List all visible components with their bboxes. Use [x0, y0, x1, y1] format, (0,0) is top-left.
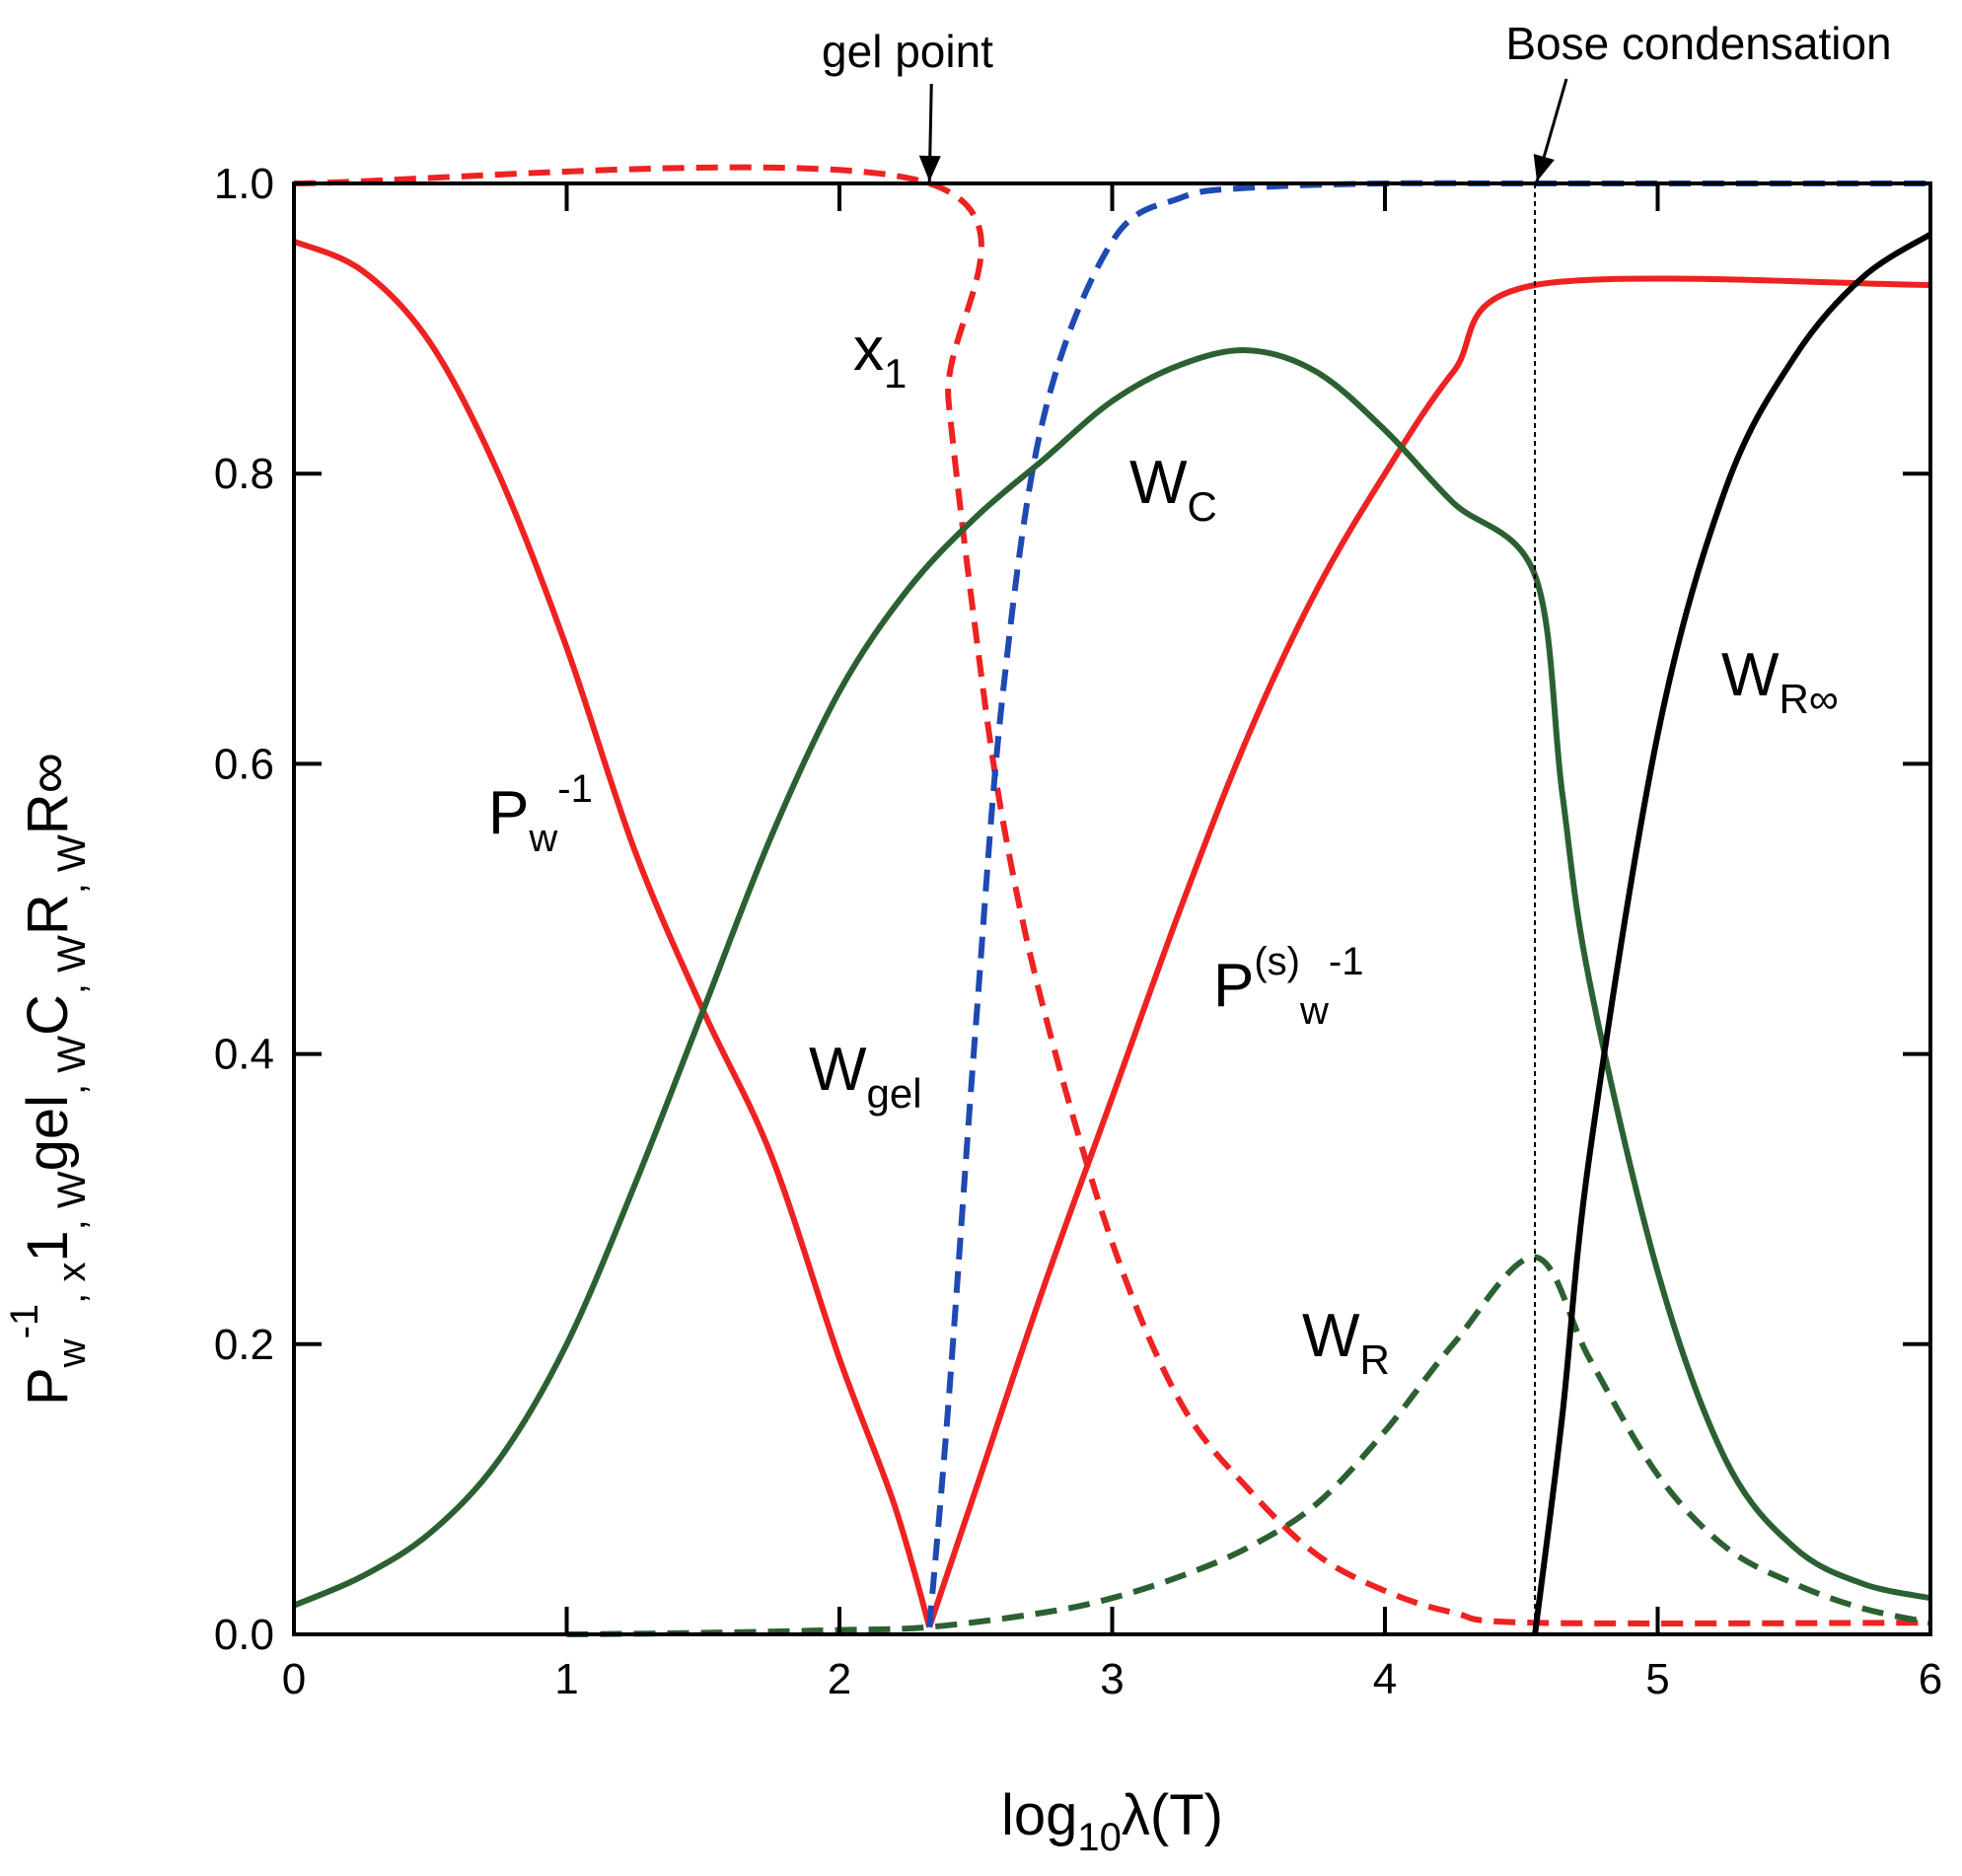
series-wr--line: [1532, 231, 1932, 1635]
x-axis-label: log10λ(T): [1001, 1783, 1223, 1859]
x-tick-label: 4: [1373, 1655, 1397, 1703]
y-tick-label: 0.8: [214, 450, 274, 498]
gel-point-arrow-head: [918, 155, 941, 181]
y-tick-label: 0.6: [214, 740, 274, 788]
x-tick-label: 0: [282, 1655, 306, 1703]
x-tick-label: 1: [554, 1655, 578, 1703]
x-tick-label: 3: [1100, 1655, 1124, 1703]
curve-label-2: x1: [853, 316, 907, 397]
x-tick-label: 2: [828, 1655, 851, 1703]
x-tick-label: 6: [1919, 1655, 1942, 1703]
y-tick-label: 0.4: [214, 1031, 274, 1079]
y-tick-label: 1.0: [214, 160, 274, 208]
curve-label-4: WC: [1129, 449, 1217, 530]
gel-point-annotation: gel point: [822, 26, 993, 77]
curve-label-1: P(s)w-1: [1213, 940, 1363, 1033]
label-layer: log10λ(T) Pw-1, x1, Wgel, WC, WR, WR∞ Pw-1…: [3, 18, 1892, 1859]
bose-condensation-annotation: Bose condensation: [1505, 18, 1891, 69]
curve-label-3: Wgel: [809, 1036, 922, 1117]
curve-label-5: WR: [1302, 1302, 1390, 1383]
series-wc-line: [292, 347, 1931, 1609]
series-layer: [292, 164, 1932, 1637]
y-tick-label: 0.2: [214, 1321, 274, 1369]
y-axis-label: Pw-1, x1, Wgel, WC, WR, WR∞: [3, 753, 94, 1406]
bose-condensation-arrow-head: [1533, 153, 1555, 181]
x-tick-label: 5: [1645, 1655, 1669, 1703]
series-wr-line: [566, 1254, 1931, 1637]
axes-layer: 0 1 2 3 4 5 6 0.0 0.2 0.4 0.6 0.8 1.0: [214, 160, 1942, 1703]
y-tick-label: 0.0: [214, 1611, 274, 1659]
curve-label-6: WR∞: [1721, 641, 1839, 722]
series-x1-line: [293, 164, 1931, 1626]
series-pw-1-line: [292, 239, 933, 1628]
series-wgel-line: [926, 180, 1930, 1627]
series-p-s-w-1-line: [926, 275, 1931, 1628]
curve-label-0: Pw-1: [488, 767, 593, 860]
